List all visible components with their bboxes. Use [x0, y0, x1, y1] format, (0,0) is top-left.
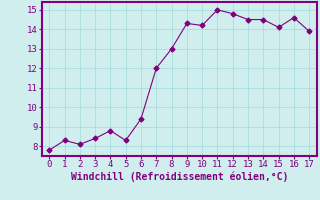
X-axis label: Windchill (Refroidissement éolien,°C): Windchill (Refroidissement éolien,°C)	[70, 172, 288, 182]
